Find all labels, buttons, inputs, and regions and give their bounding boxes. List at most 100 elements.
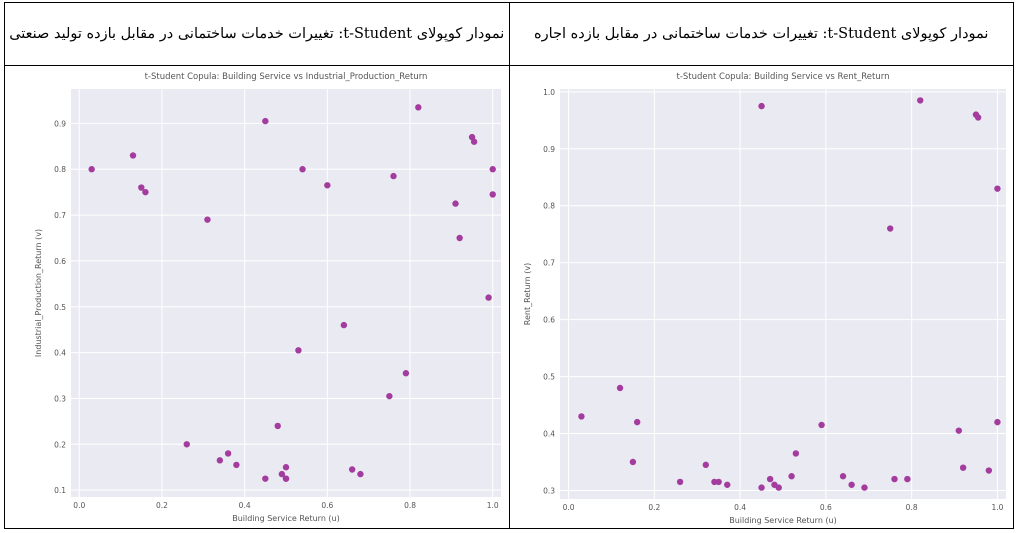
data-point <box>702 461 709 469</box>
chart-rent-return: t-Student Copula: Building Service vs Re… <box>523 72 1006 525</box>
data-point <box>577 413 585 420</box>
data-point <box>204 216 211 223</box>
data-point <box>817 421 825 429</box>
y-tick-label: 0.5 <box>543 373 555 382</box>
x-tick-label: 0.4 <box>239 501 251 510</box>
data-point <box>299 166 306 173</box>
y-tick-label: 1.0 <box>543 88 555 97</box>
data-point <box>470 138 478 145</box>
data-point <box>633 418 640 426</box>
x-tick-label: 0.8 <box>404 501 416 510</box>
data-point <box>847 481 855 488</box>
y-tick-label: 0.8 <box>54 165 66 174</box>
data-point <box>348 466 356 473</box>
x-axis-label: Building Service Return (u) <box>232 514 340 523</box>
y-tick-label: 0.5 <box>54 303 66 312</box>
data-point <box>452 200 459 207</box>
caption-rent-return: نمودار کوپولای t-Student: تغییرات خدمات … <box>508 2 1014 66</box>
y-axis-label: Rent_Return (v) <box>523 263 532 325</box>
data-point <box>390 172 397 180</box>
y-axis-label: Industrial_Production_Return (v) <box>34 229 43 357</box>
figure-cell-rent: t-Student Copula: Building Service vs Re… <box>508 65 1014 529</box>
plot-area <box>559 89 1006 499</box>
x-tick-label: 0.0 <box>562 503 574 512</box>
x-tick-label: 0.2 <box>648 503 660 512</box>
y-tick-label: 0.4 <box>543 430 555 439</box>
data-point <box>903 475 911 483</box>
chart-industrial-production: t-Student Copula: Building Service vs In… <box>34 72 501 523</box>
data-point <box>766 475 773 483</box>
data-point <box>955 427 962 434</box>
data-point <box>402 370 410 377</box>
data-point <box>886 225 893 232</box>
chart-title: t-Student Copula: Building Service vs In… <box>145 72 428 82</box>
data-point <box>890 475 898 483</box>
y-tick-label: 0.8 <box>543 202 555 211</box>
data-point <box>485 294 492 301</box>
y-tick-label: 0.2 <box>54 440 66 449</box>
y-tick-label: 0.7 <box>543 259 555 268</box>
x-tick-label: 0.8 <box>905 503 917 512</box>
data-point <box>340 321 348 329</box>
y-tick-label: 0.6 <box>54 257 66 266</box>
data-point <box>278 470 286 478</box>
chart-title: t-Student Copula: Building Service vs Re… <box>676 72 889 82</box>
data-point <box>262 475 269 482</box>
figure-cell-industrial: t-Student Copula: Building Service vs In… <box>4 65 510 529</box>
data-point <box>489 166 496 173</box>
data-point <box>282 475 290 482</box>
data-point <box>775 484 782 491</box>
caption-industrial-production: نمودار کوپولای t-Student: تغییرات خدمات … <box>4 2 510 66</box>
y-tick-label: 0.1 <box>54 486 66 495</box>
x-tick-label: 0.6 <box>819 503 831 512</box>
caption-text: نمودار کوپولای t-Student: تغییرات خدمات … <box>534 25 989 42</box>
data-point <box>993 418 1001 426</box>
data-point <box>224 450 232 457</box>
data-point <box>456 234 463 242</box>
x-tick-label: 0.2 <box>156 501 168 510</box>
plot-area <box>71 89 501 497</box>
data-point <box>138 184 145 191</box>
data-point <box>629 458 636 466</box>
data-point <box>183 441 190 448</box>
y-tick-label: 0.3 <box>54 394 66 403</box>
data-point <box>757 102 765 110</box>
data-point <box>282 464 290 471</box>
data-point <box>974 114 981 121</box>
data-point <box>295 347 302 354</box>
y-tick-label: 0.9 <box>54 119 66 128</box>
data-point <box>88 166 95 173</box>
data-point <box>386 392 393 400</box>
data-point <box>959 464 966 471</box>
x-tick-label: 1.0 <box>991 503 1003 512</box>
data-point <box>676 478 683 486</box>
x-tick-label: 0.6 <box>321 501 333 510</box>
data-point <box>839 473 846 480</box>
data-point <box>985 467 992 474</box>
data-point <box>262 117 269 125</box>
data-point <box>757 484 765 491</box>
x-tick-label: 0.0 <box>73 501 85 510</box>
data-point <box>916 97 923 104</box>
y-tick-label: 0.7 <box>54 211 66 220</box>
y-tick-label: 0.6 <box>543 316 555 325</box>
data-point <box>787 473 795 480</box>
x-tick-label: 1.0 <box>487 501 499 510</box>
y-tick-label: 0.4 <box>54 349 66 358</box>
data-point <box>860 484 868 491</box>
data-point <box>993 185 1001 192</box>
data-point <box>489 191 496 198</box>
data-point <box>216 457 224 464</box>
y-tick-label: 0.3 <box>543 486 555 495</box>
data-point <box>129 152 137 159</box>
data-point <box>792 450 799 457</box>
data-point <box>723 481 730 488</box>
data-point <box>233 461 240 469</box>
data-point <box>714 478 722 486</box>
data-point <box>324 182 331 189</box>
data-point <box>415 104 422 111</box>
caption-text: نمودار کوپولای t-Student: تغییرات خدمات … <box>9 25 505 42</box>
data-point <box>616 384 623 392</box>
x-tick-label: 0.4 <box>734 503 746 512</box>
data-point <box>274 422 281 430</box>
